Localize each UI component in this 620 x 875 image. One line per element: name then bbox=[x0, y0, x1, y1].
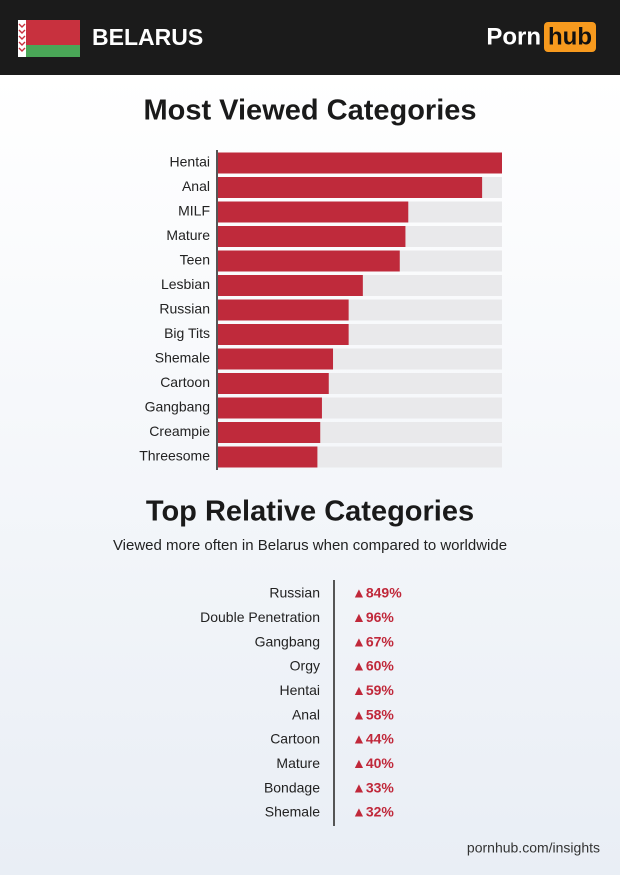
value-label: ▲32% bbox=[352, 804, 394, 820]
category-label: Anal bbox=[182, 178, 210, 194]
category-label: Gangbang bbox=[255, 633, 320, 649]
category-label: Shemale bbox=[265, 804, 320, 820]
category-label: Orgy bbox=[290, 658, 320, 674]
bar bbox=[218, 348, 334, 370]
bar bbox=[218, 152, 502, 174]
value-label: ▲60% bbox=[352, 658, 394, 674]
list-subtitle: Viewed more often in Belarus when compar… bbox=[113, 537, 507, 554]
value-label: ▲33% bbox=[352, 779, 394, 795]
bar bbox=[218, 299, 349, 321]
bar bbox=[218, 422, 321, 443]
value-label: ▲67% bbox=[352, 633, 394, 649]
category-label: Russian bbox=[159, 301, 210, 317]
value-label: ▲59% bbox=[352, 682, 394, 698]
category-label: Threesome bbox=[139, 448, 210, 464]
logo-badge-text: hub bbox=[548, 23, 592, 50]
logo-text: Porn bbox=[486, 23, 541, 50]
category-label: Shemale bbox=[155, 350, 210, 366]
source: pornhub.com/insights bbox=[467, 840, 600, 856]
category-label: Anal bbox=[292, 706, 320, 722]
category-label: Cartoon bbox=[160, 374, 210, 390]
bar bbox=[218, 177, 483, 198]
bar bbox=[218, 373, 329, 394]
logo-badge bbox=[544, 22, 596, 52]
country-name: BELARUS bbox=[92, 24, 203, 50]
bar bbox=[218, 250, 400, 272]
category-label: Teen bbox=[180, 252, 210, 268]
bar bbox=[218, 397, 322, 419]
value-label: ▲849% bbox=[352, 585, 402, 601]
bar bbox=[218, 275, 363, 296]
category-label: Cartoon bbox=[270, 731, 320, 747]
bar bbox=[218, 201, 409, 223]
header-bar bbox=[0, 0, 620, 75]
bar bbox=[218, 446, 318, 468]
category-label: Mature bbox=[166, 227, 210, 243]
flag bbox=[18, 20, 80, 57]
category-label: Double Penetration bbox=[200, 609, 320, 625]
value-label: ▲44% bbox=[352, 731, 394, 747]
category-label: Gangbang bbox=[145, 399, 210, 415]
category-label: Hentai bbox=[170, 154, 210, 170]
chart-title: Most Viewed Categories bbox=[143, 95, 476, 127]
category-label: Lesbian bbox=[161, 276, 210, 292]
category-label: Bondage bbox=[264, 779, 320, 795]
category-label: Big Tits bbox=[164, 325, 210, 341]
list-title: Top Relative Categories bbox=[146, 496, 474, 528]
bar bbox=[218, 226, 406, 247]
bar bbox=[218, 324, 349, 345]
category-label: Hentai bbox=[280, 682, 320, 698]
value-label: ▲58% bbox=[352, 706, 394, 722]
category-label: Mature bbox=[276, 755, 320, 771]
value-label: ▲96% bbox=[352, 609, 394, 625]
category-label: MILF bbox=[178, 203, 210, 219]
value-label: ▲40% bbox=[352, 755, 394, 771]
category-label: Russian bbox=[269, 585, 320, 601]
category-label: Creampie bbox=[149, 423, 210, 439]
